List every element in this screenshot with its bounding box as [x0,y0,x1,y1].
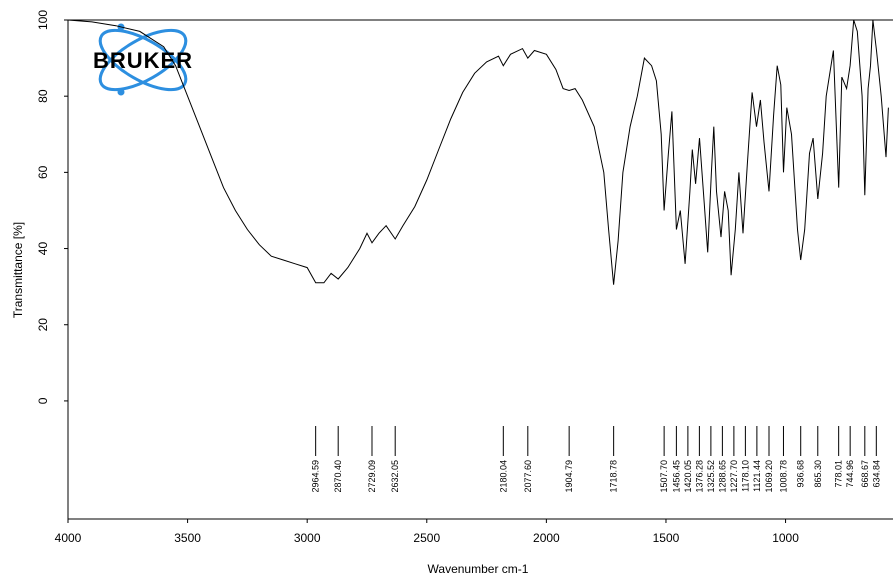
peak-label: 2964.59 [311,460,321,493]
peak-label: 936.68 [796,460,806,488]
x-tick-label: 2500 [413,531,440,545]
logo-text: BRUKER [93,48,193,73]
peak-label: 2870.40 [333,460,343,493]
peak-label: 1069.20 [764,460,774,493]
peak-label: 634.84 [871,460,881,488]
logo-dot [117,88,125,96]
y-tick-label: 0 [36,397,50,404]
plot-frame [67,19,893,520]
x-tick-label: 3500 [174,531,201,545]
x-tick-label: 4000 [55,531,82,545]
x-tick-label: 2000 [533,531,560,545]
x-tick-label: 1000 [772,531,799,545]
peak-label: 2729.09 [367,460,377,493]
y-tick-label: 80 [36,89,50,103]
peak-label: 1718.78 [609,460,619,493]
peak-label: 1420.05 [683,460,693,493]
peak-label: 865.30 [813,460,823,488]
logo-orbit [98,28,188,92]
peak-label: 2180.04 [498,460,508,493]
y-axis-label: Transmittance [%] [11,222,25,318]
x-axis-label: Wavenumber cm-1 [428,562,529,576]
logo-orbit [98,28,188,92]
peak-label: 1325.52 [706,460,716,493]
y-tick-label: 60 [36,165,50,179]
peak-label: 1227.70 [729,460,739,493]
peak-label: 1008.78 [778,460,788,493]
peak-label: 1456.45 [671,460,681,493]
peak-label: 1376.28 [694,460,704,493]
peak-label: 744.96 [845,460,855,488]
spectrum-line [67,19,889,285]
peak-label: 668.67 [860,460,870,488]
peak-label: 1121.44 [752,460,762,492]
x-tick-label: 3000 [294,531,321,545]
logo: BRUKER [93,23,193,96]
y-tick-label: 20 [36,318,50,332]
peak-label: 1507.70 [659,460,669,493]
x-tick-label: 1500 [653,531,680,545]
peak-label: 1288.65 [717,460,727,493]
peak-label: 2077.60 [523,460,533,493]
y-tick-label: 40 [36,242,50,256]
y-tick-label: 100 [36,10,50,30]
peak-label: 1904.79 [564,460,574,493]
peak-label: 778.01 [834,460,844,488]
peak-label: 1178.10 [740,460,750,492]
peak-label: 2632.05 [390,460,400,493]
